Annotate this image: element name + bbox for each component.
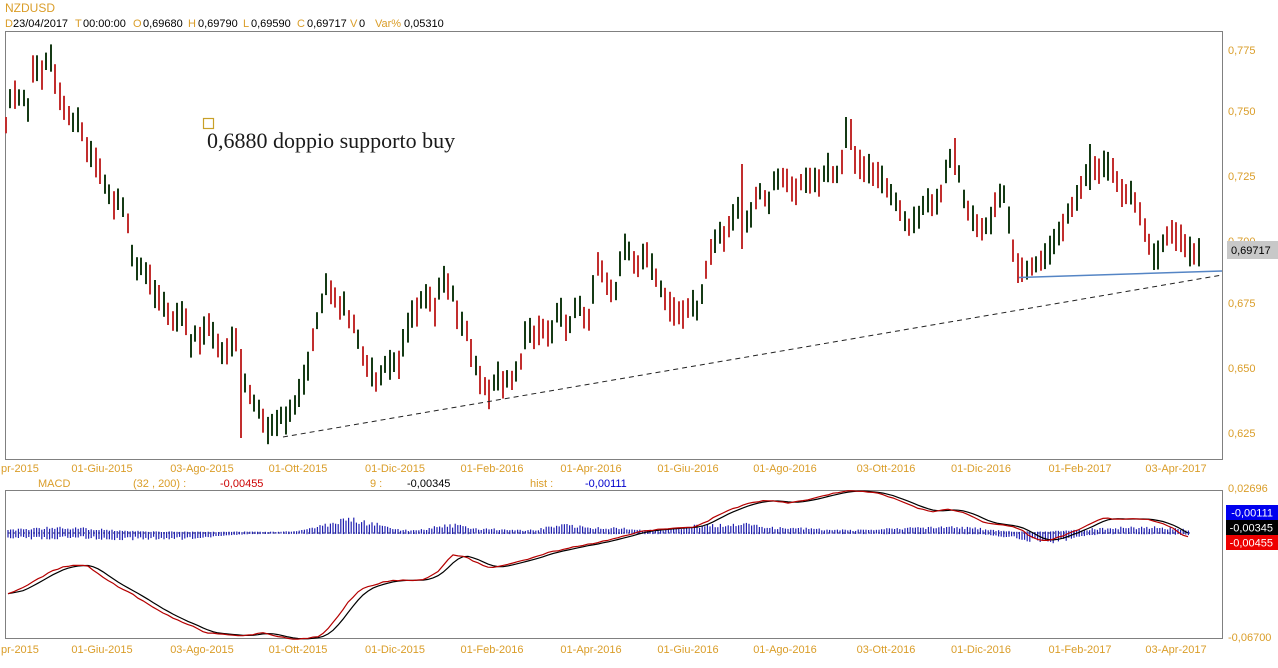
svg-text:01-Feb-2017: 01-Feb-2017 (1049, 463, 1112, 475)
svg-text:Var%: Var% (375, 18, 401, 30)
svg-text:01-Apr-2016: 01-Apr-2016 (560, 463, 621, 475)
svg-text:-0,06700: -0,06700 (1228, 632, 1271, 644)
svg-text:01-Feb-2016: 01-Feb-2016 (461, 644, 524, 656)
svg-text:0,69717: 0,69717 (307, 18, 347, 30)
svg-text:23/04/2017: 23/04/2017 (13, 18, 68, 30)
svg-text:0,725: 0,725 (1228, 171, 1256, 183)
svg-text:01-Feb-2016: 01-Feb-2016 (461, 463, 524, 475)
svg-text:-0,00345: -0,00345 (1230, 523, 1273, 535)
svg-text:(32 , 200) :: (32 , 200) : (133, 478, 186, 490)
svg-text:03-Ott-2016: 03-Ott-2016 (857, 644, 916, 656)
svg-text:01-Giu-2016: 01-Giu-2016 (657, 463, 718, 475)
svg-text:-0,00345: -0,00345 (407, 478, 450, 490)
svg-text:03-Ott-2016: 03-Ott-2016 (857, 463, 916, 475)
svg-text:01-Dic-2016: 01-Dic-2016 (951, 644, 1011, 656)
svg-text:O: O (133, 18, 142, 30)
svg-text:01-Giu-2016: 01-Giu-2016 (657, 644, 718, 656)
svg-text:00:00:00: 00:00:00 (83, 18, 126, 30)
svg-text:0,6880 doppio supporto buy: 0,6880 doppio supporto buy (207, 128, 455, 153)
svg-text:03-Ago-2015: 03-Ago-2015 (170, 463, 234, 475)
svg-text:03-Apr-2017: 03-Apr-2017 (1145, 463, 1206, 475)
svg-text:V: V (350, 18, 358, 30)
svg-text:9 :: 9 : (370, 478, 382, 490)
svg-text:01-Dic-2016: 01-Dic-2016 (951, 463, 1011, 475)
svg-text:03-Ago-2015: 03-Ago-2015 (170, 644, 234, 656)
svg-text:-0,00111: -0,00111 (1231, 508, 1273, 520)
svg-text:01-Ago-2016: 01-Ago-2016 (753, 463, 817, 475)
svg-text:01-Giu-2015: 01-Giu-2015 (71, 463, 132, 475)
svg-text:01-Ott-2015: 01-Ott-2015 (269, 644, 328, 656)
svg-text:hist :: hist : (530, 478, 553, 490)
svg-text:NZDUSD: NZDUSD (5, 1, 55, 15)
svg-text:T: T (75, 18, 82, 30)
svg-text:0,675: 0,675 (1228, 298, 1256, 310)
svg-text:0,775: 0,775 (1228, 45, 1256, 57)
svg-text:C: C (297, 18, 305, 30)
svg-text:01-Feb-2017: 01-Feb-2017 (1049, 644, 1112, 656)
svg-text:-0,00455: -0,00455 (1230, 538, 1273, 550)
svg-text:0,650: 0,650 (1228, 363, 1256, 375)
svg-text:0,69680: 0,69680 (143, 18, 183, 30)
svg-text:0,02696: 0,02696 (1228, 483, 1268, 495)
svg-text:0,625: 0,625 (1228, 428, 1256, 440)
svg-text:-0,00111: -0,00111 (585, 478, 627, 490)
svg-text:01-Ago-2016: 01-Ago-2016 (753, 644, 817, 656)
svg-text:-0,00455: -0,00455 (220, 478, 263, 490)
svg-text:0,05310: 0,05310 (404, 18, 444, 30)
svg-text:01-Apr-2016: 01-Apr-2016 (560, 644, 621, 656)
svg-text:03-Apr-2017: 03-Apr-2017 (1145, 644, 1206, 656)
svg-text:0,69590: 0,69590 (251, 18, 291, 30)
svg-text:0: 0 (359, 18, 365, 30)
svg-text:D: D (5, 18, 13, 30)
svg-text:0,750: 0,750 (1228, 106, 1256, 118)
svg-text:01-Ott-2015: 01-Ott-2015 (269, 463, 328, 475)
svg-text:0,69790: 0,69790 (198, 18, 238, 30)
svg-text:01-Giu-2015: 01-Giu-2015 (71, 644, 132, 656)
svg-text:pr-2015: pr-2015 (1, 644, 39, 656)
svg-text:H: H (188, 18, 196, 30)
svg-text:01-Dic-2015: 01-Dic-2015 (365, 644, 425, 656)
svg-text:MACD: MACD (38, 478, 70, 490)
svg-text:01-Dic-2015: 01-Dic-2015 (365, 463, 425, 475)
svg-text:pr-2015: pr-2015 (1, 463, 39, 475)
svg-text:0,69717: 0,69717 (1231, 245, 1271, 257)
svg-text:L: L (243, 18, 249, 30)
